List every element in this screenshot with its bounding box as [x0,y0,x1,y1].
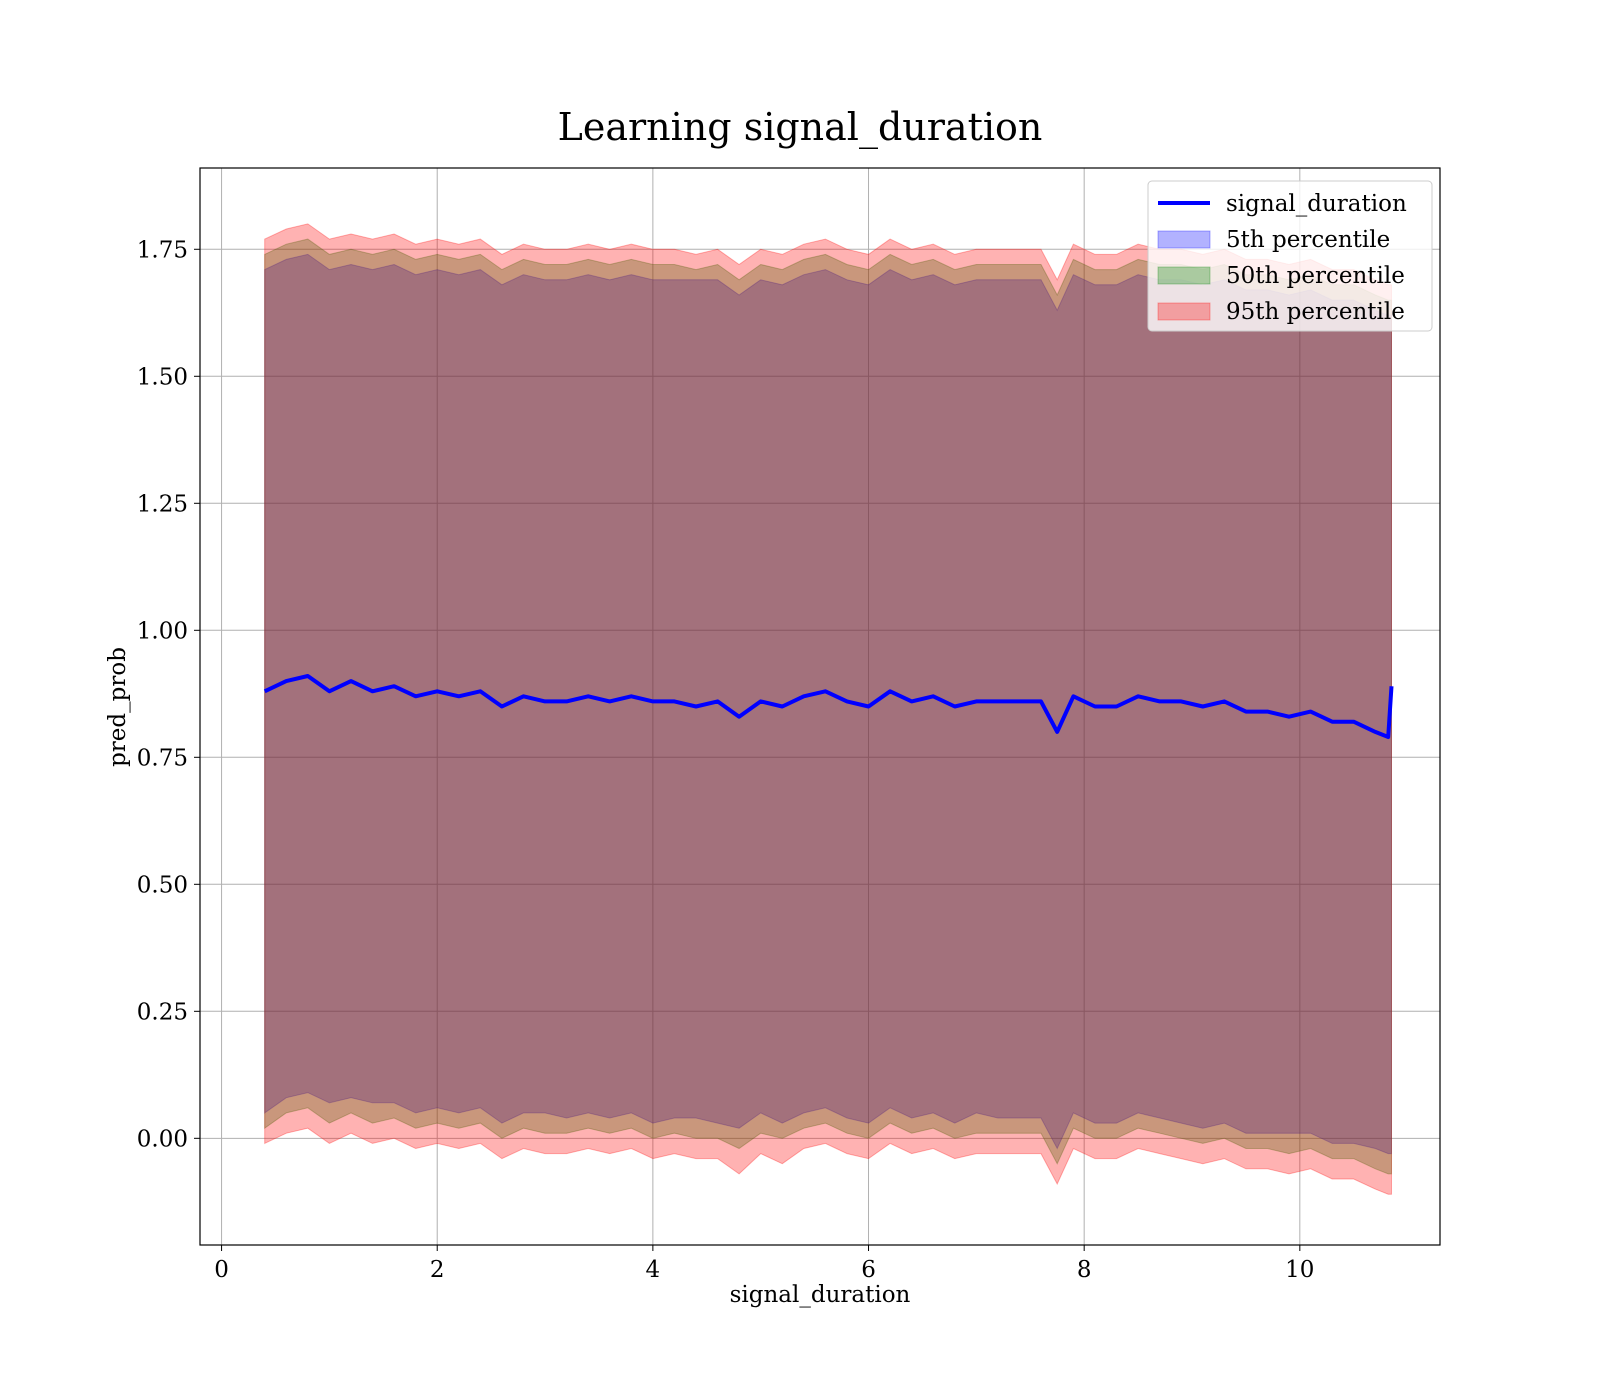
x-tick-label-3: 6 [861,1257,876,1283]
x-tick-label-4: 8 [1077,1257,1092,1283]
y-tick-label-5: 1.25 [137,491,188,517]
legend: signal_duration 5th percentile 50th percen… [1147,180,1433,332]
x-axis-label: signal_duration [730,1282,911,1308]
chart-title: Learning signal_duration [558,105,1043,150]
legend-label-signal-duration: signal_duration [1226,191,1407,217]
legend-label-50th-percentile: 50th percentile [1226,263,1405,289]
plot-frame [199,167,1441,1246]
y-tick-label-3: 0.75 [137,745,188,771]
y-tick-label-0: 0.00 [137,1126,188,1152]
y-tick-label-6: 1.50 [137,364,188,390]
y-axis-ticks: 0.00 0.25 0.50 0.75 1.00 1.25 1.50 1.75 [137,237,200,1152]
x-axis-ticks: 0 2 4 6 8 10 [214,1245,1314,1283]
legend-box [1147,180,1433,332]
x-tick-label-1: 2 [430,1257,445,1283]
band-95th-percentile [264,223,1392,1195]
series-lines [263,674,1394,739]
y-tick-label-1: 0.25 [137,999,188,1025]
y-tick-label-7: 1.75 [137,237,188,263]
legend-label-5th-percentile: 5th percentile [1226,227,1390,253]
legend-swatch-50th-percentile [1157,266,1211,285]
legend-swatch-5th-percentile [1157,230,1211,249]
grid [200,168,1440,1245]
legend-swatch-95th-percentile [1157,302,1211,321]
band-50th-percentile [264,238,1392,1175]
x-tick-label-5: 10 [1285,1257,1314,1283]
x-tick-label-2: 4 [646,1257,661,1283]
legend-label-95th-percentile: 95th percentile [1226,299,1405,325]
x-tick-label-0: 0 [214,1257,229,1283]
band-5th-percentile [264,253,1392,1155]
y-axis-label: pred_prob [105,647,131,767]
y-tick-label-2: 0.50 [137,872,188,898]
y-tick-label-4: 1.00 [137,618,188,644]
percentile-bands [264,223,1392,1195]
series-line-signal-duration [263,674,1394,739]
